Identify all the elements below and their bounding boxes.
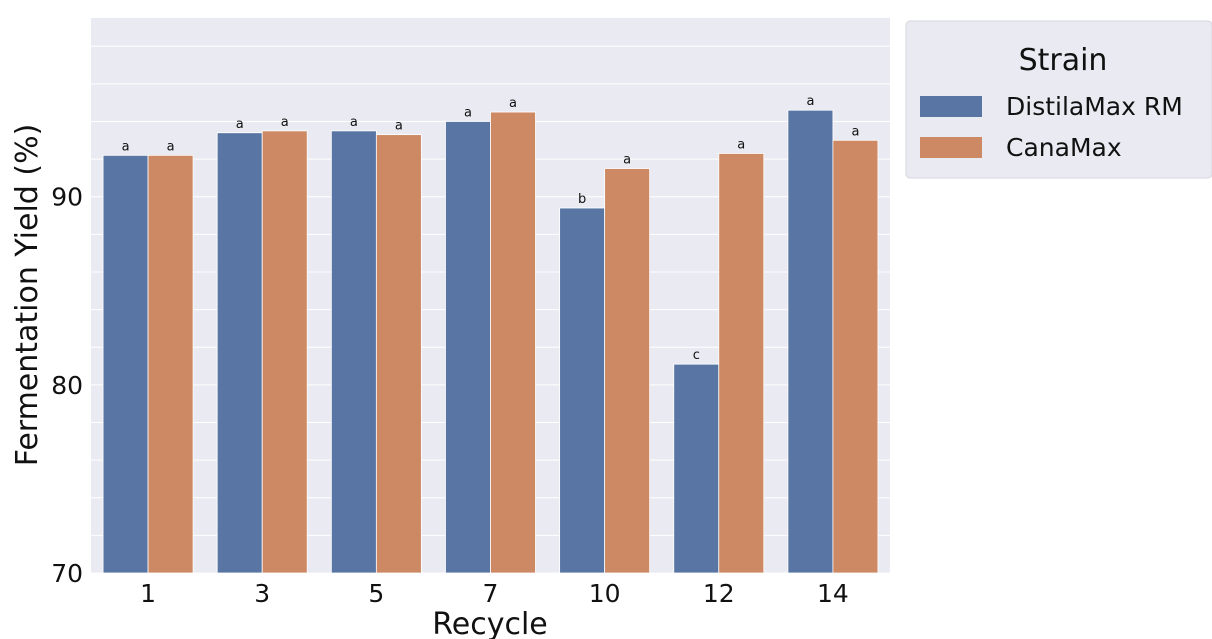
bar-canamax [490, 111, 536, 574]
significance-label: a [737, 137, 745, 152]
significance-label: a [851, 124, 859, 139]
legend-label-canamax: CanaMax [1006, 133, 1122, 162]
x-tick-label: 14 [817, 579, 849, 608]
bars [102, 109, 879, 574]
x-axis-title: Recycle [432, 607, 548, 639]
legend-label-distilamax: DistilaMax RM [1006, 92, 1183, 121]
y-tick-label: 80 [51, 371, 83, 400]
significance-label: a [122, 139, 130, 154]
y-tick-label: 90 [51, 183, 83, 212]
significance-label: a [509, 96, 517, 111]
x-tick-label: 3 [254, 579, 270, 608]
significance-label: a [236, 117, 244, 132]
x-tick-labels: 1 3 5 7 10 12 14 [140, 579, 849, 608]
legend-swatch-canamax [920, 137, 982, 158]
bar-canamax [147, 154, 194, 574]
significance-label: a [350, 115, 358, 130]
legend: Strain DistilaMax RM CanaMax [905, 20, 1212, 179]
bar-canamax [604, 168, 651, 574]
bar-canamax [375, 134, 422, 574]
significance-label: a [623, 153, 631, 168]
bar-canamax [261, 130, 308, 574]
significance-label: a [167, 139, 175, 154]
significance-label: a [806, 94, 814, 109]
bar-distilamax [102, 154, 149, 574]
significance-label: c [693, 348, 700, 363]
significance-label: a [395, 119, 403, 134]
bar-distilamax [559, 207, 606, 574]
x-tick-label: 5 [368, 579, 384, 608]
legend-box [905, 20, 1212, 179]
y-axis-title: Fermentation Yield (%) [10, 124, 45, 467]
significance-label: a [464, 105, 472, 120]
bar-canamax [832, 139, 879, 574]
x-tick-label: 10 [589, 579, 621, 608]
significance-label: a [281, 115, 289, 130]
bar-distilamax [445, 121, 491, 574]
x-tick-label: 1 [140, 579, 156, 608]
legend-swatch-distilamax [920, 96, 982, 117]
x-tick-label: 7 [483, 579, 499, 608]
y-tick-label: 70 [51, 559, 83, 588]
significance-labels: a a a a a a a a b a c a a a [122, 94, 860, 363]
bar-distilamax [216, 132, 263, 574]
bar-distilamax [787, 109, 834, 574]
bar-distilamax [330, 130, 377, 574]
y-tick-labels: 70 80 90 [51, 183, 83, 588]
bar-canamax [718, 153, 765, 574]
significance-label: b [578, 192, 586, 207]
x-tick-label: 12 [703, 579, 735, 608]
legend-title: Strain [1019, 43, 1108, 78]
bar-distilamax [673, 363, 720, 574]
